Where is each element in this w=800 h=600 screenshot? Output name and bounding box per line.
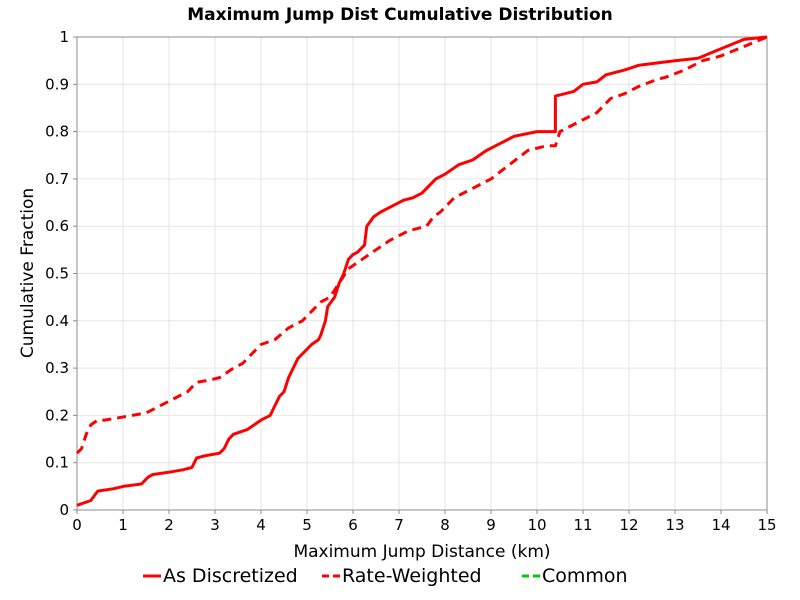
y-tick-label: 0.7 — [45, 170, 69, 188]
y-tick-label: 0.3 — [45, 359, 69, 377]
y-axis-label: Cumulative Fraction — [18, 188, 38, 358]
x-tick-label: 7 — [394, 516, 404, 534]
x-tick-label: 8 — [440, 516, 450, 534]
y-tick-label: 0.9 — [45, 75, 69, 93]
legend-label-1: As Discretized — [163, 565, 298, 587]
x-axis-ticks: 0 1 2 3 4 5 6 7 8 9 10 11 12 13 14 15 — [72, 510, 777, 534]
x-tick-label: 3 — [210, 516, 220, 534]
y-tick-label: 0.6 — [45, 217, 69, 235]
x-tick-label: 1 — [118, 516, 128, 534]
y-tick-label: 0.1 — [45, 454, 69, 472]
legend-label-3: Common — [542, 565, 628, 587]
y-tick-label: 1 — [59, 28, 69, 46]
x-tick-label: 0 — [72, 516, 82, 534]
x-tick-label: 11 — [573, 516, 592, 534]
chart-title: Maximum Jump Dist Cumulative Distributio… — [187, 5, 613, 25]
y-tick-label: 0.2 — [45, 406, 69, 424]
x-axis-label: Maximum Jump Distance (km) — [293, 542, 550, 562]
grid-lines — [76, 36, 768, 511]
x-tick-label: 13 — [665, 516, 684, 534]
series-layer — [75, 35, 768, 507]
legend: As Discretized Rate-Weighted Common — [143, 565, 628, 587]
y-tick-label: 0.8 — [45, 123, 69, 141]
x-tick-label: 6 — [348, 516, 358, 534]
x-tick-label: 15 — [757, 516, 776, 534]
x-tick-label: 5 — [302, 516, 312, 534]
legend-label-2: Rate-Weighted — [342, 565, 482, 587]
series-line-2 — [75, 35, 768, 455]
x-tick-label: 12 — [619, 516, 638, 534]
y-tick-label: 0.5 — [45, 265, 69, 283]
x-tick-label: 14 — [711, 516, 730, 534]
y-tick-label: 0.4 — [45, 312, 69, 330]
series-line-1 — [76, 35, 768, 507]
x-tick-label: 10 — [527, 516, 546, 534]
x-tick-label: 2 — [164, 516, 174, 534]
x-tick-label: 4 — [256, 516, 266, 534]
x-tick-label: 9 — [486, 516, 496, 534]
y-tick-label: 0 — [59, 501, 69, 519]
y-axis-ticks: 0 0.1 0.2 0.3 0.4 0.5 0.6 0.7 0.8 0.9 1 — [45, 28, 77, 519]
